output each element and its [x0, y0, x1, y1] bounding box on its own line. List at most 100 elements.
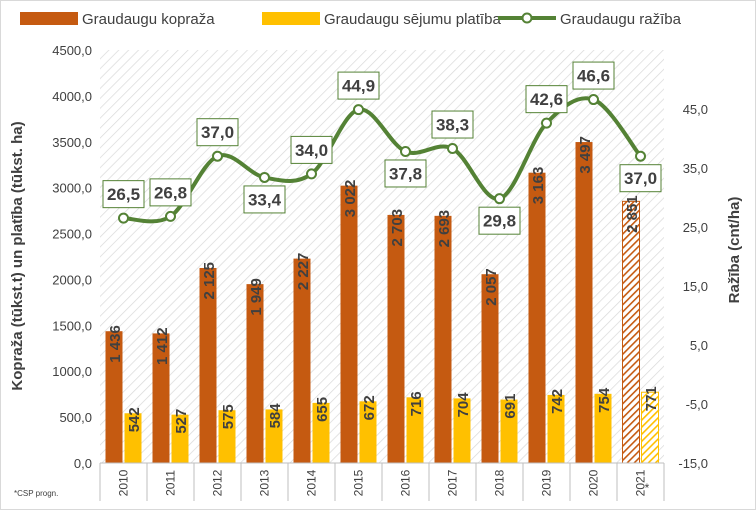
- yield-label-box: [478, 206, 521, 235]
- yield-point: [541, 117, 552, 129]
- yield-point: [588, 94, 599, 106]
- area-bar: [312, 402, 330, 463]
- x-tick-label: 2021: [634, 469, 648, 496]
- left-axis-ticks: 0,0 500,0 1000,0 1500,0 2000,0 2500,0 3000,0 35…: [52, 43, 92, 471]
- harvest-bar: [199, 267, 217, 463]
- yield-point: [306, 168, 317, 180]
- harvest-value-label: 2 703: [389, 209, 406, 247]
- harvest-bar: [105, 331, 123, 463]
- yield-label-box: [149, 178, 192, 207]
- area-bar: [453, 398, 471, 463]
- yield-point: [494, 193, 505, 205]
- x-tick-label: 2012: [211, 469, 225, 496]
- area-value-label: 716: [408, 391, 425, 416]
- right-axis-ticks: -15,0 -5,0 5,0 15,0 25,0 35,0 45,0: [678, 102, 708, 471]
- harvest-bar: [387, 214, 405, 463]
- left-tick-label: 4000,0: [52, 89, 92, 104]
- yield-point: [353, 104, 364, 116]
- area-value-label: 754: [596, 387, 613, 413]
- x-tick-label: 2019: [540, 469, 554, 496]
- right-tick-label: 5,0: [690, 338, 708, 353]
- left-axis-title: Kopraža (tūkst.t) un platība (tūkst. ha): [9, 121, 26, 390]
- area-bar: [594, 393, 612, 463]
- yield-value-label: 37,0: [624, 169, 657, 188]
- yield-label-box: [290, 135, 333, 164]
- harvest-bar: [293, 258, 311, 463]
- area-bar: [171, 414, 189, 463]
- area-value-label: 742: [549, 389, 566, 414]
- area-bar: [406, 397, 424, 463]
- x-tick-label: 2013: [258, 469, 272, 496]
- area-bar: [124, 413, 142, 463]
- area-value-label: 575: [220, 404, 237, 429]
- right-tick-label: 45,0: [683, 102, 708, 117]
- bars: [105, 142, 659, 464]
- x-tick-label: 2014: [305, 469, 319, 496]
- harvest-value-label: 2 057: [483, 268, 500, 306]
- harvest-value-label: 2 693: [436, 210, 453, 248]
- left-tick-label: 3500,0: [52, 135, 92, 150]
- yield-point: [400, 145, 411, 157]
- legend-swatch: [20, 12, 78, 25]
- x-tick-label: 2017: [446, 469, 460, 496]
- x-axis-ticks: 2010 2011 2012 2013 2014 2015 2016 2017 2018 2019…: [99, 463, 665, 501]
- area-bar: [500, 399, 518, 463]
- yield-point: [212, 150, 223, 162]
- right-tick-label: 25,0: [683, 220, 708, 235]
- yield-label-box: [337, 71, 380, 100]
- yield-value-label: 46,6: [577, 67, 610, 86]
- yield-value-label: 26,8: [154, 183, 187, 202]
- left-tick-label: 500,0: [59, 410, 92, 425]
- yield-value-label: 38,3: [436, 116, 469, 135]
- yield-label-box: [572, 61, 615, 90]
- yield-label-box: [619, 164, 662, 193]
- harvest-value-label: 3 022: [342, 180, 359, 218]
- yield-point: [118, 212, 129, 224]
- area-value-label: 527: [173, 409, 190, 434]
- area-value-label: 672: [361, 395, 378, 420]
- harvest-value-label: 1 949: [248, 278, 265, 316]
- yield-label-box: [525, 85, 568, 114]
- x-tick-label: 2011: [164, 470, 178, 496]
- area-value-label: 771: [643, 386, 660, 411]
- right-tick-label: 35,0: [683, 161, 708, 176]
- harvest-value-label: 1 412: [154, 327, 171, 365]
- right-tick-label: -5,0: [686, 397, 708, 412]
- x-tick-label: 2016: [399, 469, 413, 496]
- harvest-value-label: 2 125: [201, 262, 218, 300]
- yield-label-box: [102, 180, 145, 209]
- x-tick-label: 2015: [352, 469, 366, 496]
- area-value-label: 655: [314, 397, 331, 422]
- yield-value-label: 37,8: [389, 164, 422, 183]
- area-bar: [218, 410, 236, 463]
- yield-value-label: 29,8: [483, 212, 516, 231]
- harvest-bar: [575, 142, 593, 464]
- harvest-value-label: 2 227: [295, 253, 312, 291]
- legend-label: Graudaugu sējumu platība: [324, 11, 501, 28]
- harvest-bar: [152, 333, 170, 463]
- x-tick-label: 2018: [493, 469, 507, 496]
- left-tick-label: 2500,0: [52, 227, 92, 242]
- legend-swatch: [262, 12, 320, 25]
- harvest-bar: [340, 185, 358, 463]
- area-value-label: 704: [455, 392, 472, 418]
- yield-label-box: [196, 118, 239, 147]
- yield-point: [635, 150, 646, 162]
- left-tick-label: 3000,0: [52, 181, 92, 196]
- left-tick-label: 4500,0: [52, 43, 92, 58]
- yield-label-box: [384, 159, 427, 188]
- area-value-label: 691: [502, 394, 519, 419]
- yield-point: [165, 210, 176, 222]
- yield-label-box: [431, 110, 474, 139]
- left-tick-label: 0,0: [74, 456, 92, 471]
- legend-label: Graudaugu kopraža: [82, 11, 215, 28]
- left-tick-label: 1000,0: [52, 364, 92, 379]
- yield-value-label: 44,9: [342, 77, 375, 96]
- yield-label-box: [243, 185, 286, 214]
- right-tick-label: 15,0: [683, 279, 708, 294]
- harvest-bar: [622, 200, 640, 464]
- legend-label: Graudaugu ražība: [560, 11, 682, 28]
- yield-value-label: 26,5: [107, 185, 140, 204]
- footnote: *CSP progn.: [14, 489, 58, 498]
